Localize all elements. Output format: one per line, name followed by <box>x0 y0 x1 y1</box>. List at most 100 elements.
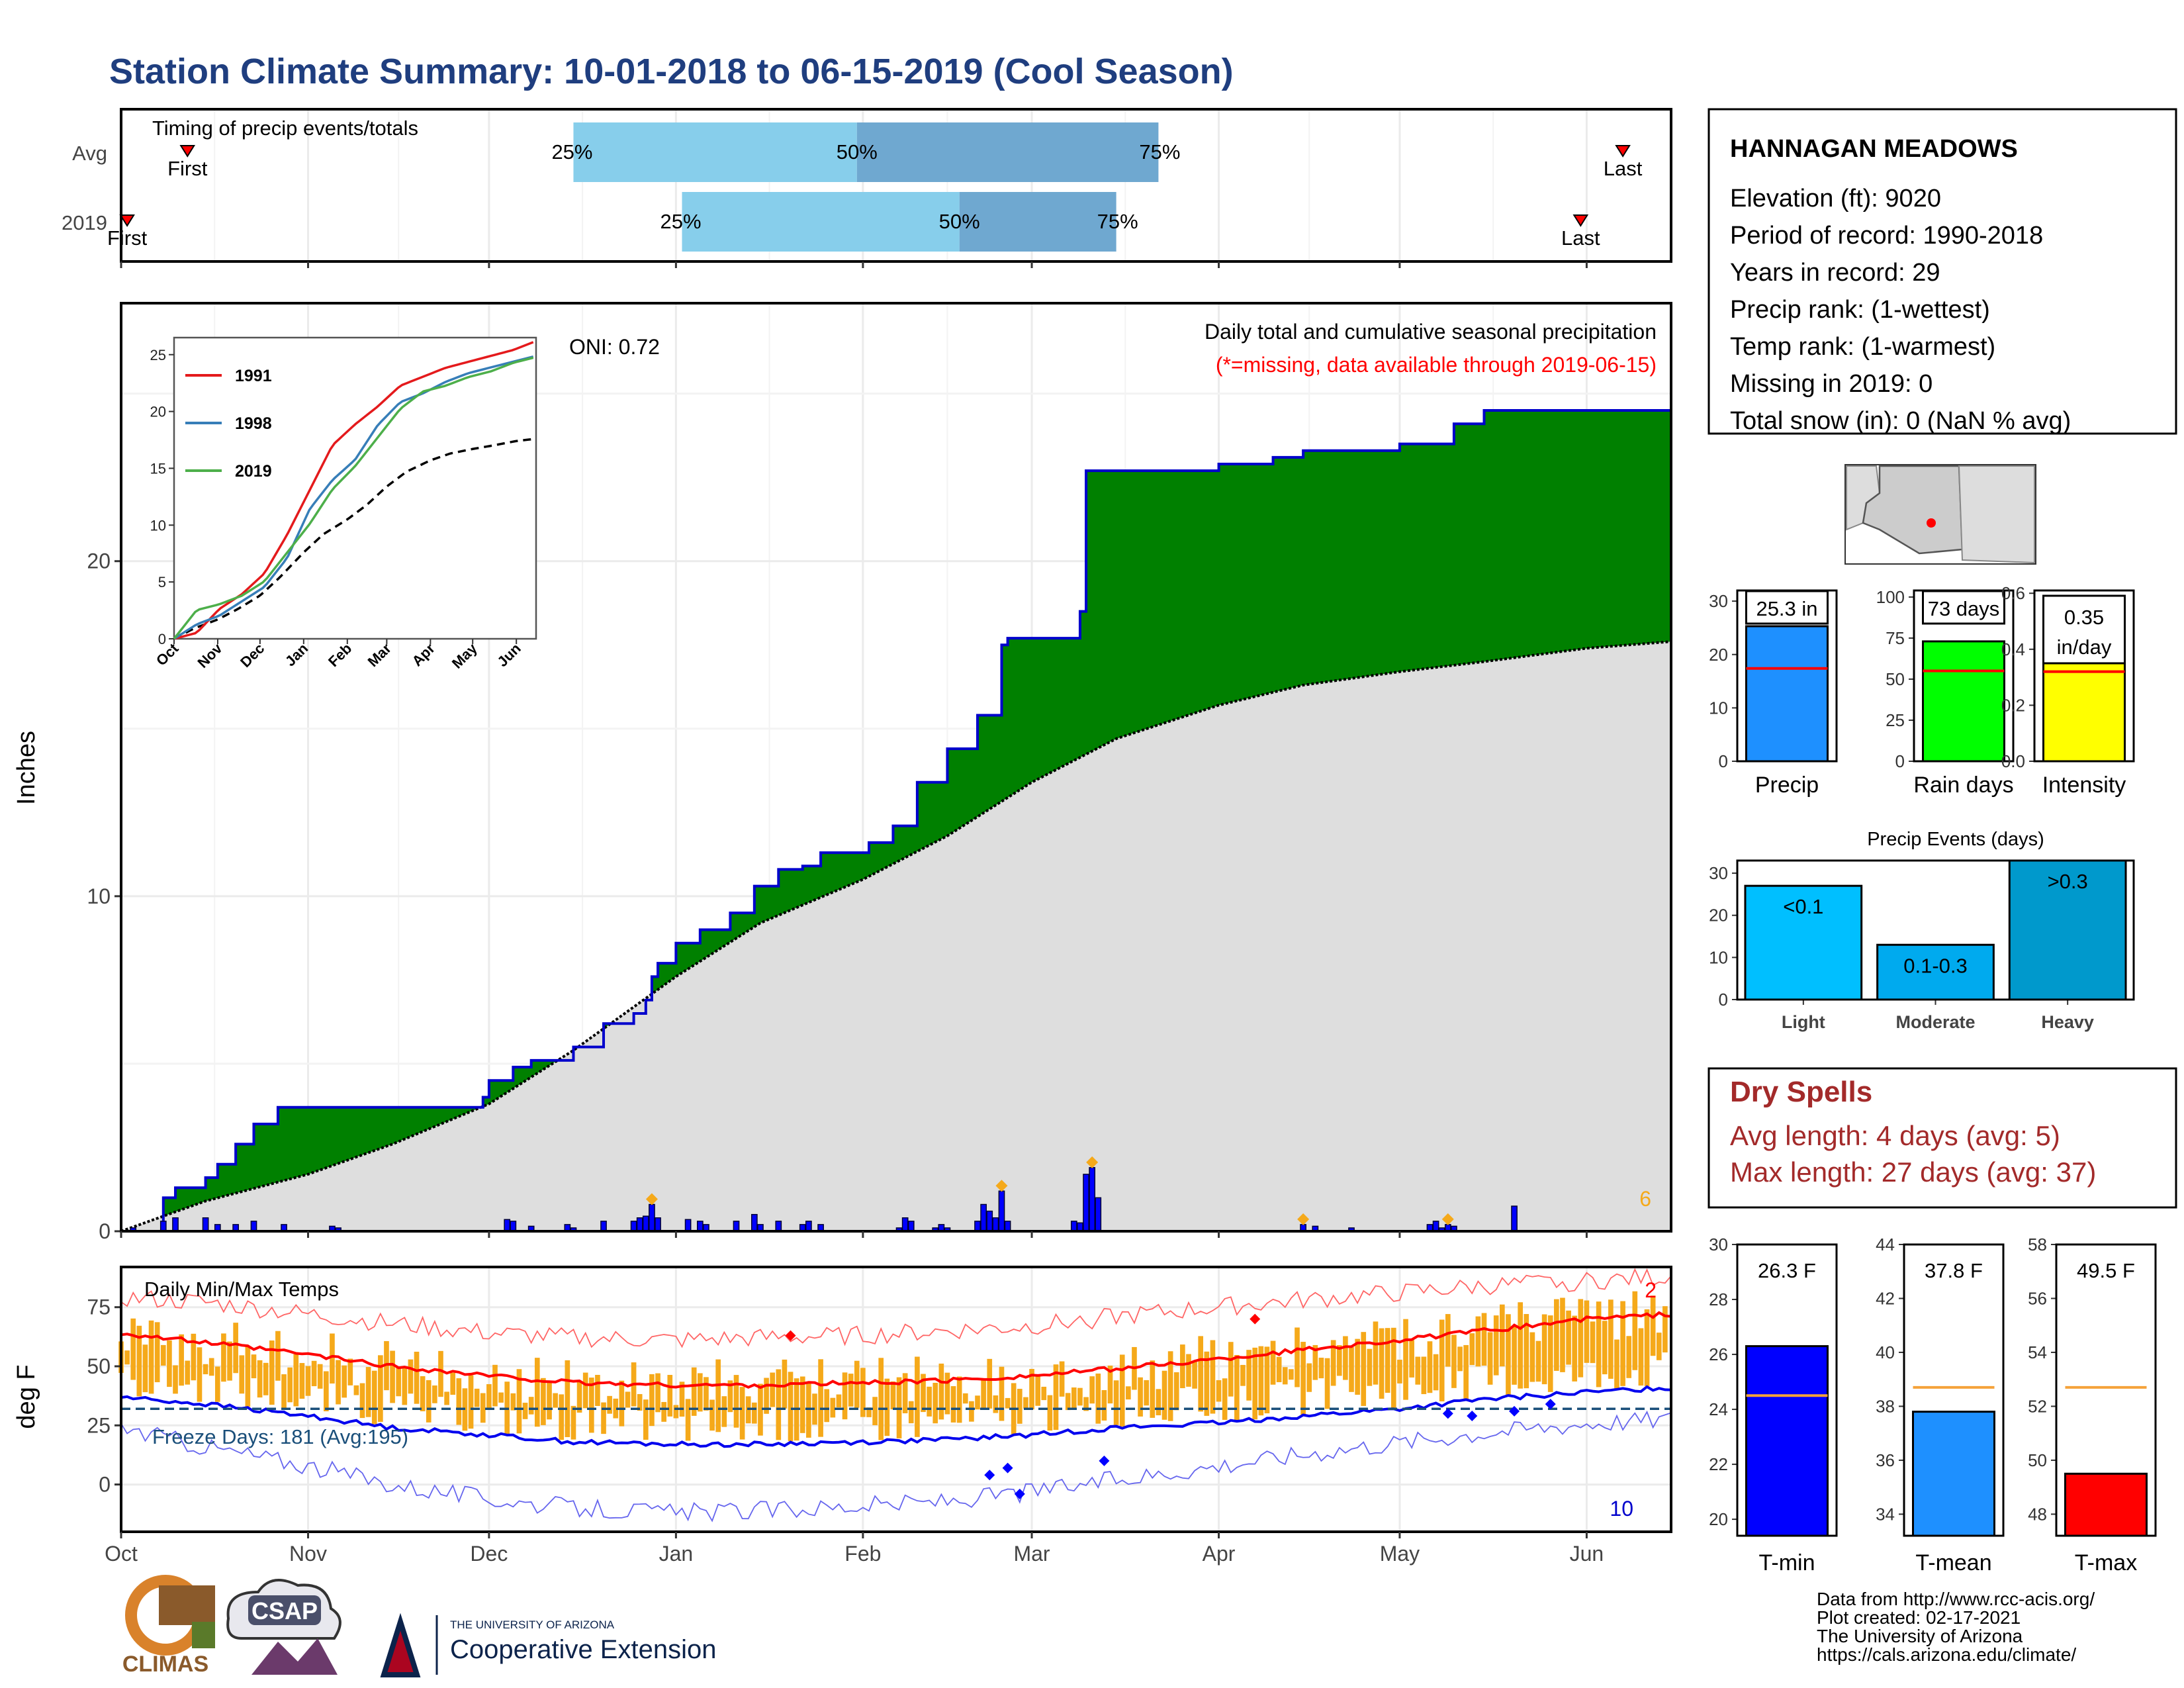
inset-legend-label: 2019 <box>235 462 272 481</box>
daily-precip-bar <box>1511 1205 1518 1232</box>
ua-logo: THE UNIVERSITY OF ARIZONA Cooperative Ex… <box>380 1613 716 1677</box>
daily-precip-bar <box>504 1219 511 1232</box>
bar-y-tick-label: 44 <box>1876 1235 1895 1254</box>
bar-panel-frame <box>2033 589 2135 763</box>
daily-temp-range-bar <box>1306 1363 1312 1392</box>
daily-temp-range-bar <box>582 1372 588 1409</box>
timing-label-75: 75% <box>1097 210 1138 233</box>
average-cumulative-area <box>121 641 1671 1231</box>
bar-value-label: 25.3 in <box>1756 597 1817 620</box>
daily-temp-range-bar <box>908 1401 914 1424</box>
daily-temp-range-bar <box>1493 1315 1499 1376</box>
daily-temp-range-bar <box>1041 1386 1047 1401</box>
daily-precip-bar <box>1070 1221 1077 1232</box>
daily-temp-range-bar <box>245 1346 251 1407</box>
daily-temp-range-bar <box>1240 1364 1246 1386</box>
daily-temp-range-bar <box>1409 1340 1414 1378</box>
climas-logo-text: CLIMAS <box>122 1652 208 1677</box>
precip-event-bar <box>1876 943 1995 1001</box>
daily-temp-range-bar <box>1150 1360 1156 1418</box>
precip-events-title: Precip Events (days) <box>1867 829 2044 850</box>
daily-temp-range-bar <box>1343 1336 1348 1380</box>
timing-bar-50-75 <box>856 122 1159 182</box>
daily-temp-range-bar <box>214 1366 220 1402</box>
daily-temp-range-bar <box>1421 1356 1427 1395</box>
daily-temp-range-bar <box>933 1382 938 1424</box>
daily-temp-range-bar <box>1656 1333 1662 1360</box>
daily-temp-range-bar <box>1228 1342 1234 1397</box>
daily-temp-range-bar <box>721 1396 727 1427</box>
daily-temp-range-bar <box>661 1401 666 1422</box>
daily-temp-range-bar <box>330 1333 335 1384</box>
record-max-line <box>120 1268 1672 1348</box>
daily-temp-range-bar <box>649 1374 655 1427</box>
average-max-line <box>120 1311 1672 1389</box>
daily-temp-range-bar <box>396 1368 402 1397</box>
station-line-elevation: Elevation (ft): 9020 <box>1730 185 1941 212</box>
average-min-line <box>120 1385 1672 1448</box>
daily-precip-bar <box>159 1221 167 1232</box>
temp-record-marker <box>1467 1411 1478 1421</box>
daily-temp-range-bar <box>468 1375 474 1429</box>
daily-temp-range-bar <box>981 1380 986 1410</box>
daily-precip-bar <box>636 1217 643 1232</box>
daily-temp-range-bar <box>1608 1299 1614 1379</box>
bar-y-tick-label: 100 <box>1876 587 1905 607</box>
date-x-axis: Oct Nov Dec Jan Feb Mar Apr May Jun <box>105 261 1604 1566</box>
temp-record-marker <box>785 1330 796 1341</box>
timing-label-25: 25% <box>660 210 701 233</box>
temperature-panel-frame <box>2055 1243 2157 1537</box>
inset-y-tick-label: 20 <box>150 404 166 420</box>
daily-temp-range-bar <box>1144 1380 1150 1406</box>
daily-temp-range-bar <box>698 1373 703 1412</box>
daily-temp-range-bar <box>938 1363 944 1420</box>
daily-temp-range-bar <box>1524 1314 1529 1389</box>
bar-y-tick-label: 28 <box>1709 1289 1728 1309</box>
daily-temp-range-bar <box>655 1373 660 1413</box>
precip-events-frame <box>1736 859 2135 1001</box>
precip-event-category: Moderate <box>1895 1012 1975 1032</box>
daily-temp-range-bar <box>921 1374 926 1413</box>
inset-series-line <box>173 356 534 640</box>
daily-temp-range-bar <box>1379 1328 1385 1399</box>
bar-y-tick-label: 56 <box>2028 1288 2047 1308</box>
bar-panel-frame <box>1736 589 1838 763</box>
daily-temp-range-bar <box>1512 1326 1517 1385</box>
daily-temp-range-bar <box>293 1354 299 1407</box>
temperature-value-label: 37.8 F <box>1925 1259 1983 1282</box>
daily-temp-range-bar <box>1276 1356 1282 1383</box>
bar-y-tick-label: 22 <box>1709 1454 1728 1474</box>
daily-temp-range-bar <box>956 1376 962 1423</box>
footer-line-url: https://cals.arizona.edu/climate/ <box>1817 1644 2076 1665</box>
daily-temp-range-bar <box>547 1382 552 1420</box>
temperature-panel-frame <box>1903 1243 2005 1537</box>
daily-temp-range-bar <box>1650 1295 1656 1356</box>
daily-temp-range-bar <box>1282 1367 1288 1385</box>
daily-temp-range-bar <box>987 1358 993 1409</box>
daily-temp-range-bar <box>890 1381 896 1410</box>
bar-y-tick-label: 42 <box>1876 1288 1895 1308</box>
bar-y-tick-label: 50 <box>1886 669 1905 689</box>
cumulative-2019-line <box>121 383 1672 1233</box>
record-min-line <box>120 1410 1672 1523</box>
precip-panel-frame <box>120 302 1672 1233</box>
bar-y-tick-label: 20 <box>1709 645 1728 665</box>
daily-temp-range-bar <box>770 1372 776 1407</box>
timing-label-75: 75% <box>1139 140 1180 164</box>
csap-logo: CSAP <box>226 1579 341 1675</box>
temp-max-count: 2 <box>1645 1278 1657 1302</box>
daily-temp-range-bar <box>275 1331 281 1381</box>
daily-temp-range-bar <box>1590 1321 1596 1364</box>
daily-temp-range-bar <box>432 1385 437 1403</box>
daily-temp-range-bar <box>866 1407 872 1417</box>
daily-temp-range-bar <box>1330 1340 1336 1386</box>
dry-spells-box: Dry Spells Avg length: 4 days (avg: 5) M… <box>1707 1067 2177 1209</box>
daily-temp-range-bar <box>776 1369 782 1440</box>
precip-note-missing: (*=missing, data available through 2019-… <box>1216 353 1657 377</box>
x-tick-label: Feb <box>844 1542 881 1566</box>
daily-temp-range-bar <box>1433 1354 1439 1391</box>
bar-y-tick-label: 58 <box>2028 1235 2047 1254</box>
daily-precip-bar <box>642 1215 649 1232</box>
daily-temp-range-bar <box>915 1356 920 1437</box>
daily-temp-range-bar <box>1258 1346 1264 1416</box>
